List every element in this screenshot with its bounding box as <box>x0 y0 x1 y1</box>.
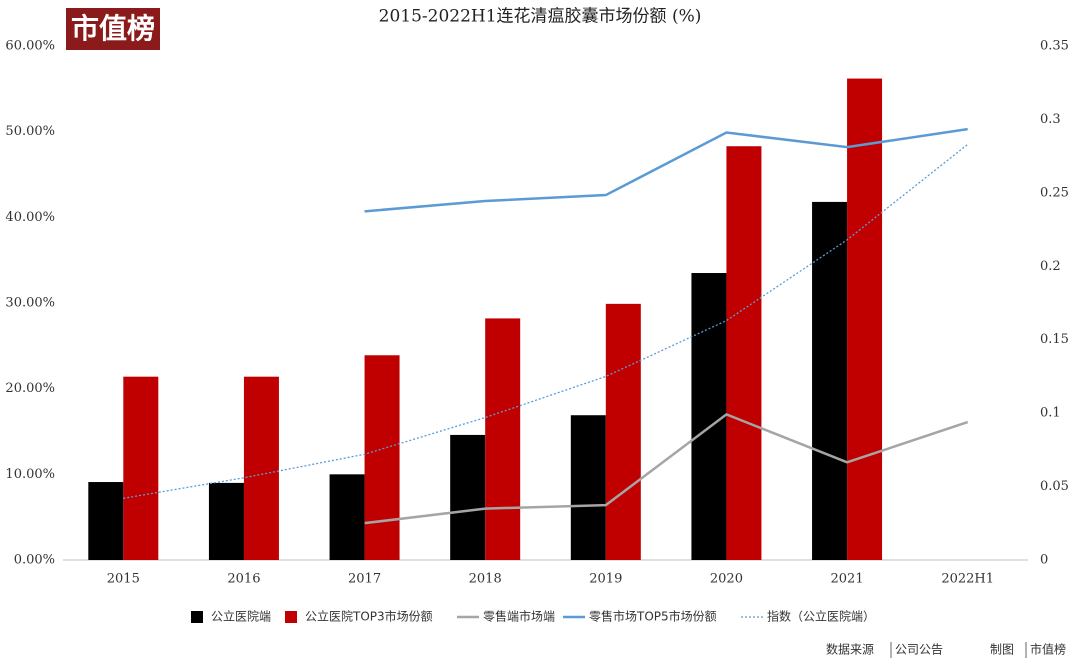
x-tick-label: 2015 <box>107 572 140 587</box>
x-tick-label: 2016 <box>227 572 260 587</box>
y2-tick-label: 0.3 <box>1040 112 1061 127</box>
bar <box>605 303 641 560</box>
y2-tick-label: 0 <box>1040 553 1048 568</box>
y-tick-label: 50.00% <box>5 124 55 139</box>
credit: 市值榜 <box>1030 642 1066 657</box>
bar <box>123 376 159 560</box>
y-tick-label: 0.00% <box>14 553 55 568</box>
y2-tick-label: 0.05 <box>1040 479 1069 494</box>
x-tick-label: 2021 <box>831 572 864 587</box>
logo: 市值榜 <box>71 12 155 45</box>
legend-label: 零售市场TOP5市场份额 <box>589 609 717 624</box>
y2-tick-label: 0.15 <box>1040 332 1069 347</box>
x-tick-label: 2019 <box>589 572 622 587</box>
bar <box>847 78 883 560</box>
legend-swatch <box>285 611 297 623</box>
line <box>123 143 969 499</box>
legend-label: 公立医院TOP3市场份额 <box>305 609 433 624</box>
credit-label: 制图 <box>990 643 1014 657</box>
bar <box>726 146 762 561</box>
bar <box>812 201 848 560</box>
y-tick-label: 40.00% <box>5 210 55 225</box>
y-tick-label: 30.00% <box>5 296 55 311</box>
legend-label: 零售端市场端 <box>483 609 555 624</box>
legend-swatch <box>191 611 203 623</box>
bar <box>450 434 486 560</box>
source: 公司公告 <box>895 643 943 657</box>
bar <box>329 474 365 560</box>
y-tick-label: 20.00% <box>5 381 55 396</box>
line <box>364 412 969 525</box>
x-tick-label: 2022H1 <box>941 572 994 587</box>
x-tick-label: 2020 <box>710 572 743 587</box>
bar <box>364 355 400 560</box>
bar <box>570 415 606 560</box>
x-tick-label: 2017 <box>348 572 381 587</box>
bar <box>485 318 521 560</box>
source-label: 数据来源 <box>826 642 874 657</box>
line <box>364 127 968 213</box>
y2-tick-label: 0.25 <box>1040 185 1069 200</box>
y2-tick-label: 0.35 <box>1040 39 1069 54</box>
chart-title: 2015-2022H1连花清瘟胶囊市场份额 (%) <box>379 7 702 27</box>
logo-box <box>66 8 160 50</box>
legend-label: 公立医院端 <box>211 609 271 624</box>
x-tick-label: 2018 <box>469 572 502 587</box>
y2-tick-label: 0.1 <box>1040 406 1061 421</box>
y-tick-label: 10.00% <box>5 467 55 482</box>
bar <box>88 482 124 560</box>
y2-tick-label: 0.2 <box>1040 259 1061 274</box>
bar <box>208 482 244 560</box>
y-tick-label: 60.00% <box>5 39 55 54</box>
bar <box>243 376 279 560</box>
bar <box>691 273 727 560</box>
legend-label: 指数（公立医院端） <box>767 609 875 624</box>
